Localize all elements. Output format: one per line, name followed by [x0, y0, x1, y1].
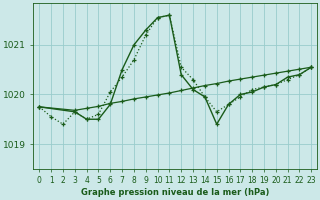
X-axis label: Graphe pression niveau de la mer (hPa): Graphe pression niveau de la mer (hPa) [81, 188, 269, 197]
